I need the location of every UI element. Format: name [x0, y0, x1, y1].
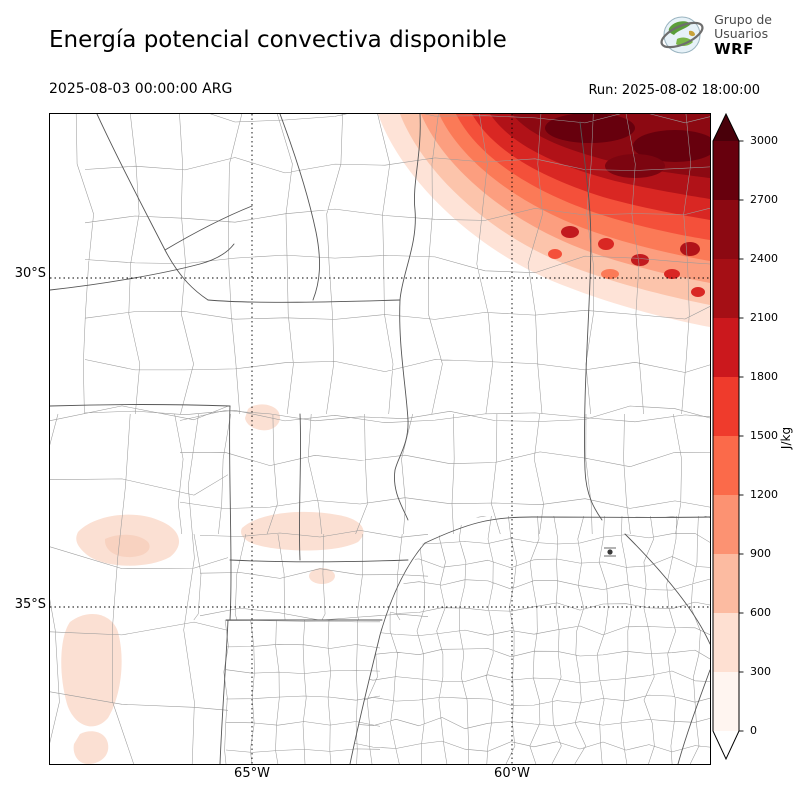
colorbar-tick-label: 1500	[750, 429, 778, 442]
colorbar-segment	[713, 259, 739, 318]
map-canvas	[49, 113, 711, 765]
department-mesh	[50, 405, 229, 764]
colorbar-tick-label: 1800	[750, 370, 778, 383]
colorbar-segment	[713, 141, 739, 200]
lat-label-35s: 35°S	[14, 597, 46, 612]
province-borders	[50, 114, 710, 764]
department-mesh	[223, 619, 381, 764]
colorbar-segment	[713, 377, 739, 436]
map-svg	[50, 114, 710, 764]
wrf-logo: Grupo de Usuarios WRF	[659, 12, 772, 58]
colorbar-segment	[713, 495, 739, 554]
logo-line-2: Usuarios	[714, 25, 769, 41]
colorbar-segment	[713, 613, 739, 672]
colorbar-segment	[713, 200, 739, 259]
globe-icon	[660, 16, 704, 54]
colorbar-tick-label: 2700	[750, 193, 778, 206]
gridlines	[50, 114, 710, 764]
department-mesh	[75, 114, 710, 423]
colorbar-tick-label: 0	[750, 724, 757, 737]
department-mesh	[350, 516, 710, 764]
logo-line-1: Grupo de	[714, 11, 772, 27]
page-title: Energía potencial convectiva disponible	[49, 27, 507, 53]
colorbar-tick-label: 900	[750, 547, 771, 560]
valid-time-label: 2025-08-03 00:00:00 ARG	[49, 81, 233, 97]
colorbar-segment	[713, 436, 739, 495]
colorbar-tick-label: 3000	[750, 134, 778, 147]
colorbar-tick-label: 2100	[750, 311, 778, 324]
logo-text: Grupo de Usuarios WRF	[714, 11, 772, 58]
cape-field-high	[378, 114, 710, 327]
colorbar-over-arrow	[713, 114, 739, 141]
colorbar-segment	[713, 672, 739, 731]
colorbar-tick-label: 300	[750, 665, 771, 678]
logo-line-wrf: WRF	[714, 39, 754, 58]
colorbar-tick-label: 600	[750, 606, 771, 619]
colorbar-under-arrow	[713, 731, 739, 759]
colorbar-tick-label: 2400	[750, 252, 778, 265]
cape-field-low-patches	[61, 404, 364, 764]
colorbar-unit-label: J/kg	[779, 426, 793, 450]
colorbar-segment	[713, 318, 739, 377]
department-mesh	[174, 405, 710, 535]
run-time-label: Run: 2025-08-02 18:00:00	[588, 83, 760, 98]
city-cluster	[604, 547, 616, 557]
lon-label-65w: 65°W	[234, 766, 270, 781]
department-borders	[50, 114, 710, 764]
colorbar-segment	[713, 554, 739, 613]
colorbar-tick-label: 1200	[750, 488, 778, 501]
colorbar: 0 300 600 900 1200 1500 1800 2100 2400 2700 3000 J…	[712, 112, 800, 765]
lon-label-60w: 60°W	[494, 766, 530, 781]
colorbar-bar	[712, 112, 744, 761]
lat-label-30s: 30°S	[14, 266, 46, 281]
